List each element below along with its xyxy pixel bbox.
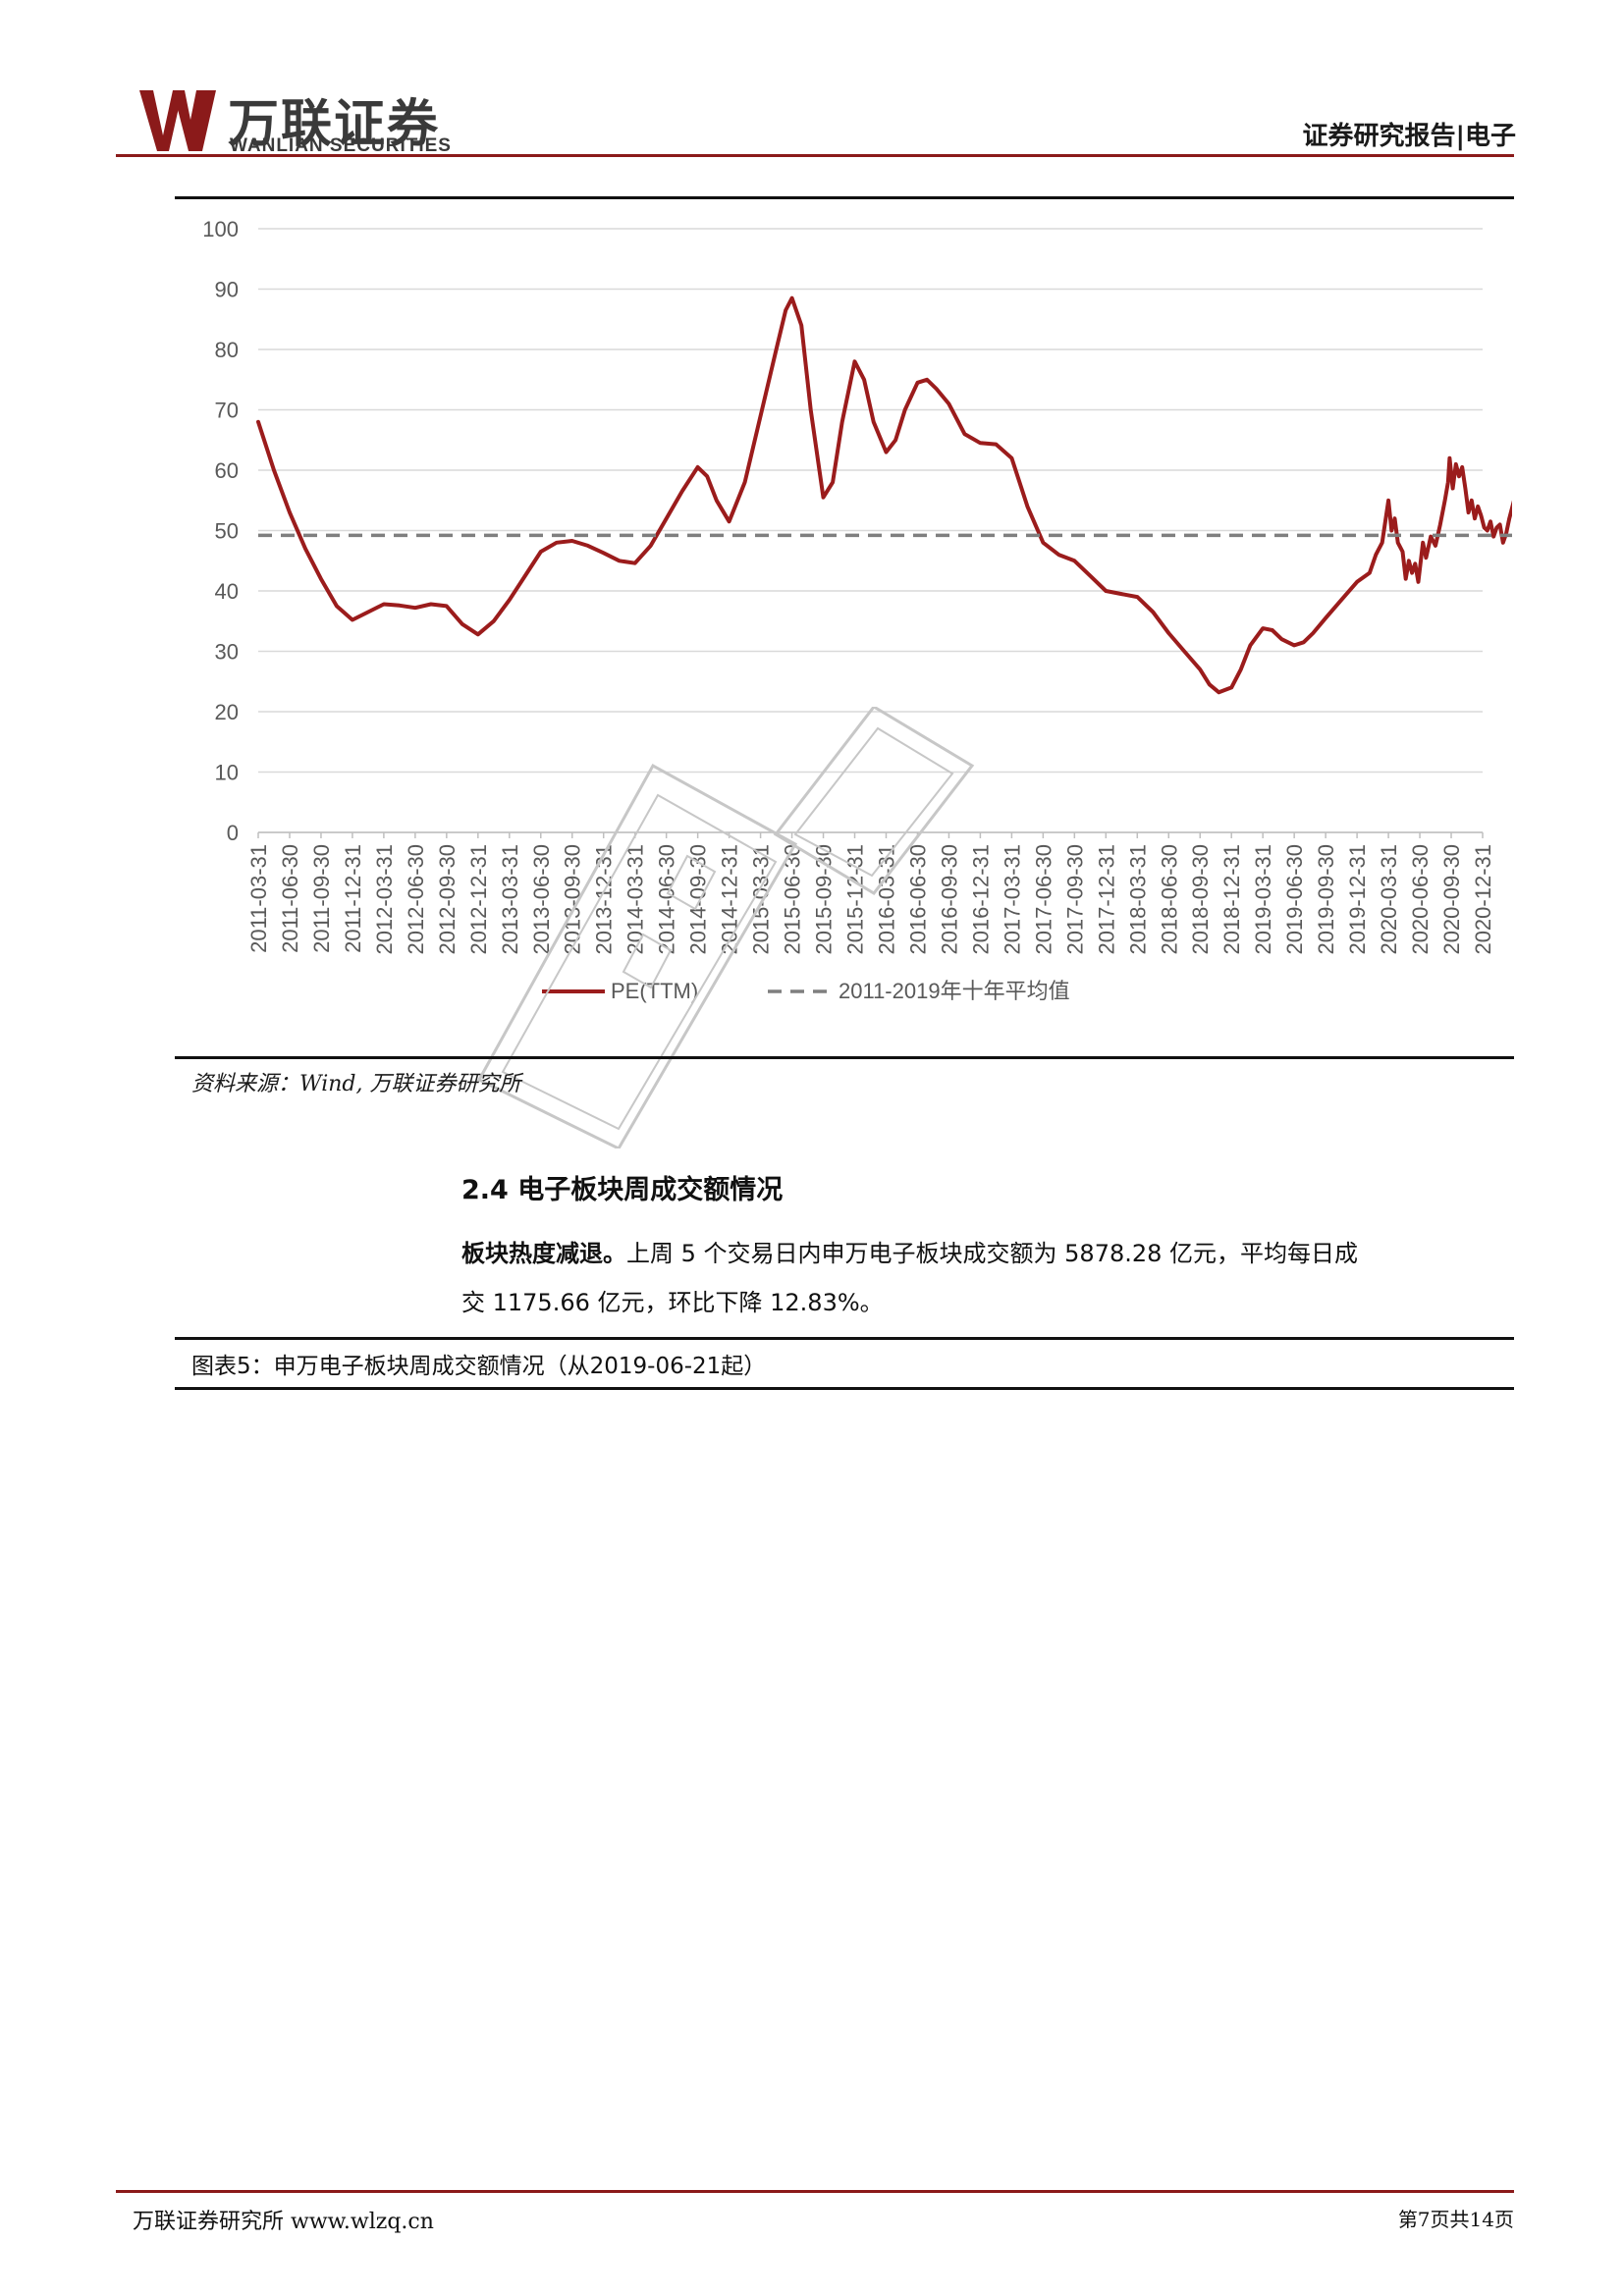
footer-left: 万联证券研究所 www.wlzq.cn <box>133 2210 434 2234</box>
x-tick-label: 2019-03-31 <box>1251 844 1275 955</box>
series-lines <box>256 295 1512 695</box>
x-tick-label: 2012-09-30 <box>435 844 460 955</box>
pe-line-chart: 0 10 20 30 40 50 60 70 80 90 100 2011-03-31 2011-06… <box>202 217 1512 1003</box>
x-tick-label: 2013-06-30 <box>529 844 554 955</box>
chart-bottom-rule <box>175 1056 1514 1059</box>
y-axis-labels: 0 10 20 30 40 50 60 70 80 90 100 <box>202 217 239 845</box>
y-tick-label: 0 <box>227 821 239 845</box>
legend-label-average: 2011-2019年十年平均值 <box>839 979 1070 1003</box>
x-tick-label: 2020-03-31 <box>1377 844 1401 955</box>
x-tick-label: 2011-03-31 <box>246 844 271 953</box>
x-tick-label: 2019-12-31 <box>1345 844 1370 955</box>
y-tick-label: 30 <box>215 640 239 665</box>
x-tick-label: 2018-03-31 <box>1125 844 1150 955</box>
x-tick-label: 2017-03-31 <box>1000 844 1024 955</box>
x-tick-label: 2018-06-30 <box>1157 844 1181 955</box>
logo-text-cn: 万联证券 <box>228 95 441 154</box>
x-tick-label: 2020-06-30 <box>1408 844 1433 955</box>
report-tag: 证券研究报告|电子 <box>1302 122 1517 151</box>
x-tick-label: 2012-06-30 <box>404 844 428 955</box>
chart-top-rule <box>175 196 1514 199</box>
header-rule <box>116 154 1514 157</box>
footer-page-number: 第7页共14页 <box>1397 2208 1514 2231</box>
x-tick-label: 2018-12-31 <box>1219 844 1244 955</box>
x-tick-label: 2013-03-31 <box>498 844 522 955</box>
pe-ttm-line <box>256 295 1512 695</box>
x-tick-label: 2017-06-30 <box>1031 844 1056 955</box>
figure-caption: 图表5：申万电子板块周成交额情况（从2019-06-21起） <box>191 1354 767 1379</box>
logo-text-en: WANLIAN SECURITIES <box>230 135 452 156</box>
section-paragraph: 板块热度减退。上周 5 个交易日内申万电子板块成交额为 5878.28 亿元，平… <box>461 1229 1522 1327</box>
x-tick-label: 2011-12-31 <box>341 844 365 953</box>
x-tick-label: 2013-09-30 <box>561 844 585 955</box>
y-tick-label: 40 <box>215 579 239 604</box>
x-tick-label: 2019-09-30 <box>1314 844 1338 955</box>
x-tick-label: 2012-03-31 <box>372 844 397 955</box>
caption-top-rule <box>175 1337 1514 1340</box>
x-tick-label: 2014-03-31 <box>623 844 648 955</box>
section-title: 2.4 电子板块周成交额情况 <box>461 1175 784 1205</box>
x-axis-labels: 2011-03-31 2011-06-30 2011-09-30 2011-12-31… <box>246 832 1495 955</box>
paragraph-lead: 板块热度减退。 <box>461 1240 626 1267</box>
y-tick-label: 20 <box>215 700 239 724</box>
x-tick-label: 2019-06-30 <box>1282 844 1307 955</box>
x-tick-label: 2016-12-31 <box>968 844 993 955</box>
x-tick-label: 2017-09-30 <box>1062 844 1087 955</box>
y-tick-label: 90 <box>215 278 239 302</box>
paragraph-line1: 上周 5 个交易日内申万电子板块成交额为 5878.28 亿元，平均每日成 <box>626 1240 1359 1267</box>
y-tick-label: 80 <box>215 338 239 362</box>
x-tick-label: 2020-12-31 <box>1471 844 1495 955</box>
header: 万联证券 WANLIAN SECURITIES 证券研究报告|电子 <box>0 0 1624 167</box>
x-tick-label: 2011-06-30 <box>278 844 302 953</box>
y-tick-label: 100 <box>202 217 239 241</box>
source-note: 资料来源：Wind, 万联证券研究所 <box>191 1072 521 1096</box>
caption-bottom-rule <box>175 1387 1514 1390</box>
watermark <box>476 707 975 1148</box>
y-tick-label: 60 <box>215 458 239 483</box>
x-tick-label: 2016-06-30 <box>905 844 930 955</box>
x-tick-label: 2020-09-30 <box>1439 844 1464 955</box>
x-tick-label: 2016-03-31 <box>874 844 898 955</box>
y-tick-label: 70 <box>215 399 239 423</box>
wanlian-logo-icon <box>139 90 216 151</box>
x-tick-label: 2017-12-31 <box>1094 844 1118 955</box>
x-tick-label: 2018-09-30 <box>1188 844 1213 955</box>
x-tick-label: 2016-09-30 <box>937 844 961 955</box>
y-tick-label: 10 <box>215 761 239 785</box>
footer-rule <box>116 2190 1514 2193</box>
y-tick-label: 50 <box>215 519 239 544</box>
x-tick-label: 2014-12-31 <box>718 844 742 955</box>
x-tick-label: 2011-09-30 <box>309 844 334 953</box>
paragraph-line2: 交 1175.66 亿元，环比下降 12.83%。 <box>461 1289 884 1316</box>
x-tick-label: 2013-12-31 <box>592 844 617 955</box>
x-tick-label: 2012-12-31 <box>466 844 491 955</box>
x-tick-label: 2014-06-30 <box>655 844 679 955</box>
grid-lines <box>258 228 1483 833</box>
